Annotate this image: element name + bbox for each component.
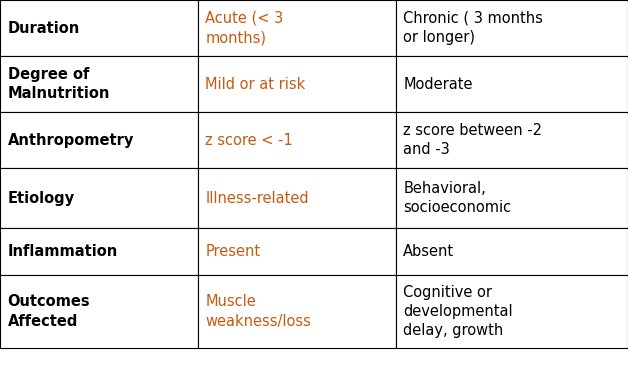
Text: Illness-related: Illness-related (205, 191, 309, 206)
Bar (0, 228, 198, 275)
Text: Present: Present (205, 244, 261, 259)
Bar (198, 275, 396, 348)
Bar (396, 0, 628, 56)
Bar (396, 168, 628, 228)
Text: Mild or at risk: Mild or at risk (205, 77, 306, 92)
Bar (198, 228, 396, 275)
Text: z score between -2
and -3: z score between -2 and -3 (403, 123, 542, 158)
Text: Chronic ( 3 months
or longer): Chronic ( 3 months or longer) (403, 11, 543, 45)
Text: Degree of
Malnutrition: Degree of Malnutrition (8, 67, 110, 101)
Text: Muscle
weakness/loss: Muscle weakness/loss (205, 295, 311, 329)
Bar (396, 56, 628, 112)
Text: Etiology: Etiology (8, 191, 75, 206)
Text: Inflammation: Inflammation (8, 244, 118, 259)
Bar (396, 275, 628, 348)
Text: Acute (< 3
months): Acute (< 3 months) (205, 11, 284, 45)
Bar (198, 56, 396, 112)
Text: Anthropometry: Anthropometry (8, 133, 134, 148)
Bar (198, 168, 396, 228)
Bar (0, 275, 198, 348)
Bar (198, 0, 396, 56)
Bar (198, 112, 396, 168)
Text: Moderate: Moderate (403, 77, 473, 92)
Text: Cognitive or
developmental
delay, growth: Cognitive or developmental delay, growth (403, 285, 513, 338)
Bar (0, 0, 198, 56)
Bar (0, 168, 198, 228)
Bar (0, 112, 198, 168)
Text: z score < -1: z score < -1 (205, 133, 293, 148)
Text: Absent: Absent (403, 244, 454, 259)
Text: Outcomes
Affected: Outcomes Affected (8, 295, 90, 329)
Text: Duration: Duration (8, 21, 80, 36)
Bar (0, 56, 198, 112)
Text: Behavioral,
socioeconomic: Behavioral, socioeconomic (403, 181, 511, 216)
Bar (396, 112, 628, 168)
Bar (396, 228, 628, 275)
